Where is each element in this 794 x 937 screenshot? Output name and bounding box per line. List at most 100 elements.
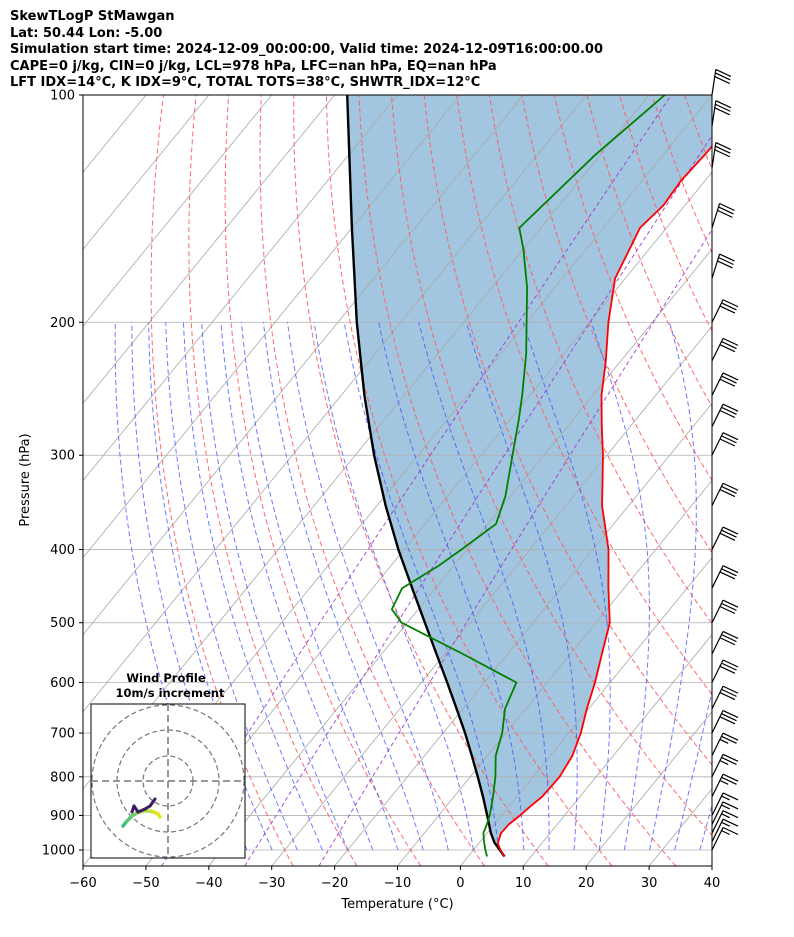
- wind-barb: [711, 599, 739, 623]
- moist-adiabat-lines: [114, 322, 712, 851]
- wind-profile-inset: Wind Profile 10m/s increment: [90, 671, 246, 859]
- sounding-profiles: [346, 95, 712, 858]
- wind-barb: [711, 253, 735, 279]
- x-tick-label: 30: [641, 876, 658, 891]
- inset-subtitle: 10m/s increment: [116, 686, 225, 700]
- wind-barb: [711, 810, 739, 834]
- moist-adiabat: [313, 322, 474, 851]
- parcel-profile-line: [346, 95, 506, 858]
- moist-adiabat: [418, 322, 550, 851]
- moist-adiabat: [590, 322, 650, 851]
- dry-adiabat: [150, 95, 294, 866]
- wind-barb: [711, 792, 739, 816]
- hodograph-segment: [156, 812, 162, 819]
- moist-adiabat: [262, 322, 424, 851]
- wind-barb: [711, 68, 732, 96]
- y-tick-label: 200: [50, 316, 75, 331]
- isotherm: [334, 402, 712, 866]
- moist-adiabat: [286, 322, 449, 851]
- cin-area: [347, 95, 712, 857]
- dry-adiabat: [750, 95, 794, 866]
- moist-adiabat: [674, 688, 712, 851]
- x-axis-label: Temperature (°C): [340, 897, 453, 912]
- x-tick-label: −10: [384, 876, 411, 891]
- dry-adiabat: [293, 95, 549, 866]
- station-coordinates: Lat: 50.44 Lon: -5.00: [10, 25, 163, 41]
- chart-title: SkewTLogP StMawgan: [10, 9, 175, 24]
- y-axis-ticks: 1000 900 800 700 600 500 400 300 200 100: [42, 89, 83, 859]
- wind-barb: [711, 337, 739, 362]
- wind-barb: [711, 482, 739, 507]
- moist-adiabat: [165, 322, 298, 851]
- wind-barb: [711, 659, 739, 683]
- wind-barb: [711, 753, 739, 778]
- y-axis-label: Pressure (hPa): [18, 433, 33, 526]
- mixing-ratio-line: [318, 228, 712, 866]
- wind-barb: [711, 818, 739, 842]
- y-tick-label: 600: [50, 676, 75, 691]
- wind-barb: [711, 403, 739, 427]
- inset-speed-ring: [91, 704, 245, 858]
- moist-adiabat: [148, 322, 273, 851]
- isotherm: [648, 788, 712, 866]
- isotherm: [83, 95, 587, 713]
- mixing-ratio-line: [244, 134, 712, 866]
- x-tick-label: 10: [515, 876, 532, 891]
- isotherm: [83, 95, 210, 250]
- x-tick-label: −30: [258, 876, 285, 891]
- x-tick-label: 20: [578, 876, 595, 891]
- inset-contents: [91, 704, 245, 858]
- moist-adiabat: [220, 322, 374, 851]
- wind-barb: [711, 100, 732, 127]
- wind-barb: [711, 526, 739, 550]
- isotherm: [397, 479, 712, 866]
- dry-adiabat: [188, 95, 358, 866]
- dry-adiabat: [783, 95, 794, 866]
- y-tick-label: 800: [50, 770, 75, 785]
- dry-adiabat: [521, 95, 712, 554]
- isotherm: [460, 556, 712, 866]
- wind-barb: [711, 432, 739, 456]
- wind-barb: [711, 142, 732, 169]
- x-tick-label: −50: [132, 876, 159, 891]
- dry-adiabat: [224, 95, 422, 866]
- moist-adiabat: [240, 322, 399, 851]
- wind-barb: [711, 732, 739, 756]
- dry-adiabat: [488, 95, 712, 625]
- moist-adiabat: [649, 322, 697, 851]
- y-tick-label: 300: [50, 449, 75, 464]
- y-tick-label: 700: [50, 727, 75, 742]
- stability-indices: LFT IDX=14°C, K IDX=9°C, TOTAL TOTS=38°C…: [10, 75, 481, 90]
- cape-cin-shading: [347, 95, 712, 857]
- dry-adiabat: [391, 95, 712, 837]
- wind-barb: [711, 372, 739, 396]
- moist-adiabat: [343, 322, 500, 851]
- wind-barb: [711, 773, 739, 797]
- x-tick-label: −60: [69, 876, 96, 891]
- wind-barb: [711, 801, 739, 825]
- y-tick-label: 500: [50, 616, 75, 631]
- wind-barb: [711, 565, 739, 589]
- hodograph-segment: [148, 797, 157, 808]
- isotherm: [522, 634, 712, 866]
- isotherm: [83, 95, 461, 559]
- dry-adiabat: [717, 95, 794, 866]
- x-tick-label: 0: [456, 876, 464, 891]
- simulation-times: Simulation start time: 2024-12-09_00:00:…: [10, 42, 603, 57]
- x-tick-label: 40: [704, 876, 721, 891]
- isotherm: [83, 95, 335, 405]
- y-tick-label: 100: [50, 89, 75, 104]
- isotherm: [83, 95, 84, 96]
- x-tick-label: −20: [321, 876, 348, 891]
- isotherm: [585, 711, 712, 866]
- moist-adiabat: [182, 322, 323, 851]
- dry-adiabat: [325, 95, 613, 866]
- dewpoint-line: [390, 95, 666, 857]
- moist-adiabat: [522, 322, 611, 851]
- wind-barb: [711, 202, 735, 229]
- chart-header: SkewTLogP StMawgan Lat: 50.44 Lon: -5.00…: [10, 9, 603, 92]
- y-tick-label: 900: [50, 809, 75, 824]
- wind-barb: [711, 709, 739, 734]
- inset-title: Wind Profile: [126, 671, 206, 685]
